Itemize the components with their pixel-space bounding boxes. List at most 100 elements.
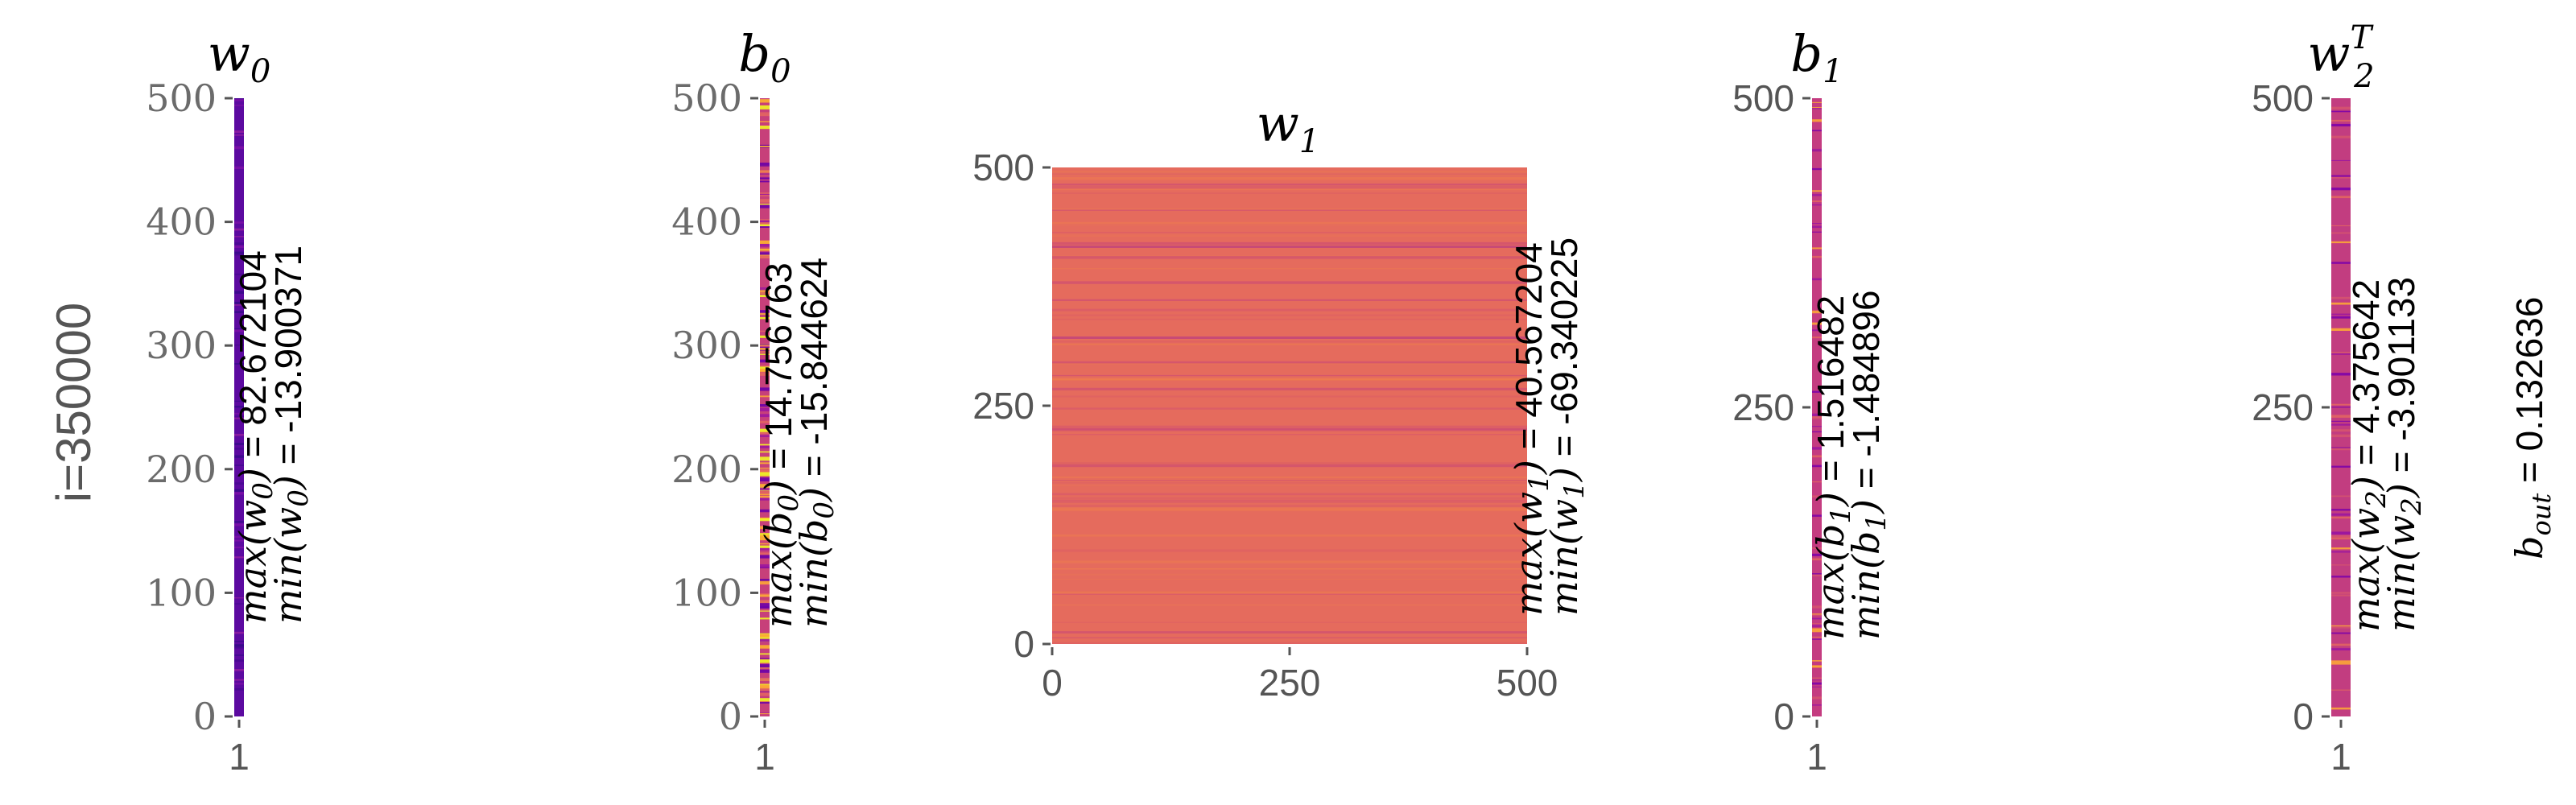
heatmap-texture-b0 xyxy=(760,99,770,715)
heatmap-cell-w0 xyxy=(234,556,244,559)
y-tick-label-b0: 300 xyxy=(671,324,742,367)
heatmap-cell-b0 xyxy=(760,634,770,638)
heatmap-cell-w0 xyxy=(234,328,244,330)
heatmap-cell-w0 xyxy=(234,539,244,542)
heatmap-cell-b0 xyxy=(760,487,770,491)
panel-title-w0: w0 xyxy=(208,24,271,90)
heatmap-cell-w1 xyxy=(1052,192,1527,194)
heatmap-cell-b1 xyxy=(1812,553,1822,556)
heatmap-cell-b0 xyxy=(760,701,770,704)
heatmap-cell-w2T xyxy=(2331,627,2351,629)
heatmap-cell-w0 xyxy=(234,99,244,101)
heatmap-cell-b1 xyxy=(1812,613,1822,615)
y-tick-label-b1: 250 xyxy=(1732,386,1794,428)
heatmap-cell-w1 xyxy=(1052,573,1527,576)
heatmap-cell-b1 xyxy=(1812,107,1822,109)
y-tick-label-w2T: 0 xyxy=(2293,696,2314,737)
heatmap-cell-w2T xyxy=(2331,513,2351,516)
heatmap-cell-w0 xyxy=(234,245,244,248)
heatmap-cell-w1 xyxy=(1052,234,1527,237)
heatmap-cell-w1 xyxy=(1052,591,1527,592)
max-annotation-w2T: max(w2) = 4.375642 xyxy=(2344,279,2392,632)
heatmap-cell-b0 xyxy=(760,146,770,148)
heatmap-cell-w1 xyxy=(1052,256,1527,259)
heatmap-cell-w2T xyxy=(2331,313,2351,316)
heatmap-cell-w1 xyxy=(1052,336,1527,339)
heatmap-cell-w1 xyxy=(1052,578,1527,580)
heatmap-cell-w0 xyxy=(234,417,244,419)
heatmap-cell-w2T xyxy=(2331,625,2351,627)
heatmap-cell-b1 xyxy=(1812,225,1822,229)
heatmap-cell-b0 xyxy=(760,610,770,612)
y-tick-label-w2T: 500 xyxy=(2252,77,2314,119)
heatmap-cell-b0 xyxy=(760,538,770,541)
y-tick-label-w0: 200 xyxy=(146,448,217,491)
heatmap-cell-b1 xyxy=(1812,677,1822,680)
heatmap-cell-w1 xyxy=(1052,395,1527,398)
heatmap-cell-b0 xyxy=(760,535,770,539)
heatmap-cell-w1 xyxy=(1052,642,1527,644)
heatmap-cell-b0 xyxy=(760,121,770,122)
heatmap-cell-b0 xyxy=(760,177,770,180)
heatmap-cell-w1 xyxy=(1052,341,1527,343)
heatmap-cell-b0 xyxy=(760,366,770,369)
heatmap-cell-b1 xyxy=(1812,573,1822,575)
heatmap-cell-b1 xyxy=(1812,613,1822,616)
heatmap-cell-w1 xyxy=(1052,184,1527,186)
heatmap-cell-b0 xyxy=(760,564,770,568)
heatmap-cell-b1 xyxy=(1812,390,1822,393)
heatmap-cell-b0 xyxy=(760,365,770,367)
heatmap-cell-w1 xyxy=(1052,299,1527,301)
x-tick-label-w0: 1 xyxy=(229,736,250,778)
heatmap-cell-b1 xyxy=(1812,625,1822,627)
min-annotation-w0: min(w0) = -13.900371 xyxy=(266,246,315,624)
heatmap-cell-b0 xyxy=(760,490,770,494)
heatmap-cell-b0 xyxy=(760,698,770,701)
heatmap-cell-b1 xyxy=(1812,481,1822,483)
min-annotation-b0: min(b0) = -15.844624 xyxy=(792,258,840,628)
heatmap-cell-b1 xyxy=(1812,464,1822,468)
heatmap-cell-w1 xyxy=(1052,387,1527,390)
heatmap-cell-b0 xyxy=(760,244,770,247)
heatmap-cell-b1 xyxy=(1812,630,1822,633)
heatmap-cell-w1 xyxy=(1052,209,1527,211)
heatmap-cell-w1 xyxy=(1052,173,1527,175)
min-annotation-b1: min(b1) = -1.484896 xyxy=(1844,290,1893,640)
heatmap-cell-w0 xyxy=(234,363,244,365)
heatmap-cell-b0 xyxy=(760,678,770,681)
heatmap-cell-b1 xyxy=(1812,660,1822,662)
heatmap-cell-w1 xyxy=(1052,464,1527,467)
heatmap-cell-b1 xyxy=(1812,119,1822,122)
heatmap-cell-w1 xyxy=(1052,428,1527,431)
heatmap-cell-b1 xyxy=(1812,547,1822,549)
heatmap-cell-b0 xyxy=(760,404,770,407)
heatmap-cell-w0 xyxy=(234,134,244,136)
heatmap-cell-w2T xyxy=(2331,576,2351,578)
heatmap-cell-b0 xyxy=(760,369,770,372)
y-tick-label-b1: 0 xyxy=(1773,696,1794,737)
heatmap-cell-w1 xyxy=(1052,499,1527,502)
heatmap-cell-b0 xyxy=(760,173,770,175)
y-tick-label-b0: 400 xyxy=(671,200,742,244)
heatmap-cell-w1 xyxy=(1052,637,1527,639)
heatmap-cell-b0 xyxy=(760,547,770,551)
heatmap-cell-w0 xyxy=(234,291,244,294)
max-annotation-w0: max(w0) = 82.672104 xyxy=(231,250,279,624)
heatmap-cell-b0 xyxy=(760,713,770,715)
heatmap-cell-w0 xyxy=(234,631,244,634)
heatmap-cell-b0 xyxy=(760,310,770,314)
heatmap-cell-b0 xyxy=(760,552,770,555)
heatmap-cell-b1 xyxy=(1812,574,1822,576)
heatmap-b1 xyxy=(1812,98,1822,716)
heatmap-cell-w2T xyxy=(2331,564,2351,566)
x-tick-label-b1: 1 xyxy=(1806,736,1827,778)
heatmap-cell-w1 xyxy=(1052,343,1527,345)
heatmap-cell-b1 xyxy=(1812,665,1822,668)
heatmap-cell-w2T xyxy=(2331,535,2351,538)
y-tick-label-b0: 100 xyxy=(671,571,742,614)
heatmap-cell-w2T xyxy=(2331,403,2351,406)
heatmap-cell-w0 xyxy=(234,654,244,656)
heatmap-cell-b1 xyxy=(1812,628,1822,631)
heatmap-cell-b1 xyxy=(1812,638,1822,640)
